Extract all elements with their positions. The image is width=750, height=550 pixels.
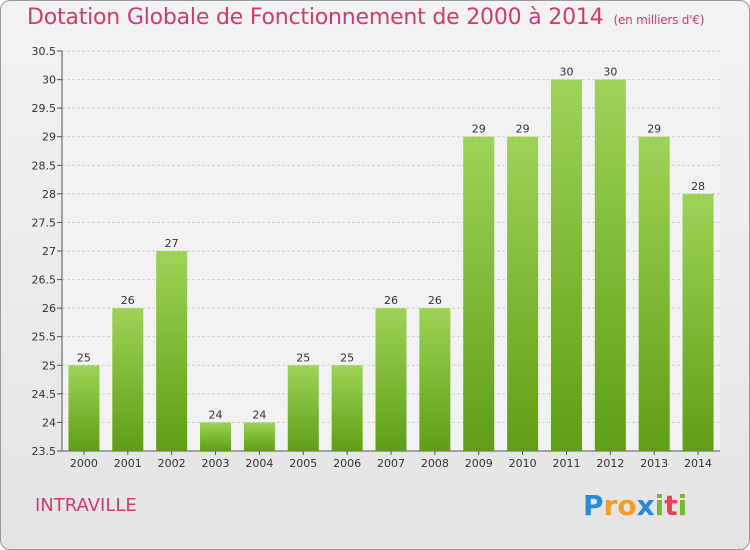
data-label: 25 xyxy=(340,351,354,364)
x-tick-label: 2011 xyxy=(552,457,580,470)
x-tick-label: 2000 xyxy=(70,457,98,470)
logo-letter: t xyxy=(664,489,678,522)
data-label: 24 xyxy=(252,408,266,421)
y-tick-label: 30.5 xyxy=(32,45,57,58)
x-tick-label: 2014 xyxy=(684,457,712,470)
bar xyxy=(243,422,275,451)
x-tick-label: 2003 xyxy=(202,457,230,470)
y-tick-label: 25.5 xyxy=(32,331,57,344)
chart-title: Dotation Globale de Fonctionnement de 20… xyxy=(27,5,704,30)
x-tick-label: 2005 xyxy=(289,457,317,470)
x-tick-label: 2001 xyxy=(114,457,142,470)
x-tick-label: 2010 xyxy=(509,457,537,470)
bar xyxy=(68,365,100,451)
data-label: 25 xyxy=(296,351,310,364)
data-label: 26 xyxy=(121,294,135,307)
bar xyxy=(375,308,407,451)
bar xyxy=(287,365,319,451)
x-tick-label: 2008 xyxy=(421,457,449,470)
y-tick-label: 28 xyxy=(42,188,56,201)
data-label: 29 xyxy=(516,123,530,136)
logo-letter: i xyxy=(654,489,665,522)
x-tick-label: 2012 xyxy=(596,457,624,470)
y-tick-label: 26 xyxy=(42,302,56,315)
data-label: 25 xyxy=(77,351,91,364)
bar xyxy=(112,308,144,451)
data-label: 30 xyxy=(603,66,617,79)
y-tick-label: 30 xyxy=(42,74,56,87)
logo-letter: o xyxy=(617,489,637,522)
bar xyxy=(550,79,582,452)
logo-letter: i xyxy=(677,489,688,522)
bar xyxy=(638,136,670,451)
logo-letter: r xyxy=(603,489,618,522)
x-tick-label: 2002 xyxy=(158,457,186,470)
data-label: 29 xyxy=(472,123,486,136)
y-tick-label: 23.5 xyxy=(32,445,57,458)
logo-letter: P xyxy=(583,489,604,522)
data-label: 24 xyxy=(209,408,223,421)
data-label: 26 xyxy=(384,294,398,307)
data-label: 26 xyxy=(428,294,442,307)
commune-name: INTRAVILLE xyxy=(35,495,137,516)
data-label: 27 xyxy=(165,237,179,250)
bar xyxy=(594,79,626,452)
y-tick-label: 25 xyxy=(42,359,56,372)
bar xyxy=(419,308,451,451)
x-tick-label: 2004 xyxy=(245,457,273,470)
x-tick-label: 2007 xyxy=(377,457,405,470)
y-tick-label: 24 xyxy=(42,416,56,429)
x-tick-label: 2013 xyxy=(640,457,668,470)
x-tick-label: 2006 xyxy=(333,457,361,470)
bar xyxy=(156,251,188,451)
y-tick-label: 29.5 xyxy=(32,102,57,115)
bar xyxy=(200,422,232,451)
y-tick-label: 29 xyxy=(42,131,56,144)
data-label: 30 xyxy=(559,66,573,79)
y-tick-label: 28.5 xyxy=(32,159,57,172)
bar xyxy=(682,193,714,451)
x-tick-label: 2009 xyxy=(465,457,493,470)
bar xyxy=(463,136,495,451)
y-tick-label: 26.5 xyxy=(32,274,57,287)
data-label: 29 xyxy=(647,123,661,136)
y-tick-label: 27.5 xyxy=(32,216,57,229)
y-tick-label: 24.5 xyxy=(32,388,57,401)
data-label: 28 xyxy=(691,180,705,193)
chart-subtitle: (en milliers d'€) xyxy=(613,13,705,27)
bar xyxy=(331,365,363,451)
bar xyxy=(507,136,539,451)
chart-title-text: Dotation Globale de Fonctionnement de 20… xyxy=(27,5,604,30)
y-tick-label: 27 xyxy=(42,245,56,258)
logo-letter: x xyxy=(636,489,655,522)
proxiti-logo: Proxiti xyxy=(583,489,687,522)
